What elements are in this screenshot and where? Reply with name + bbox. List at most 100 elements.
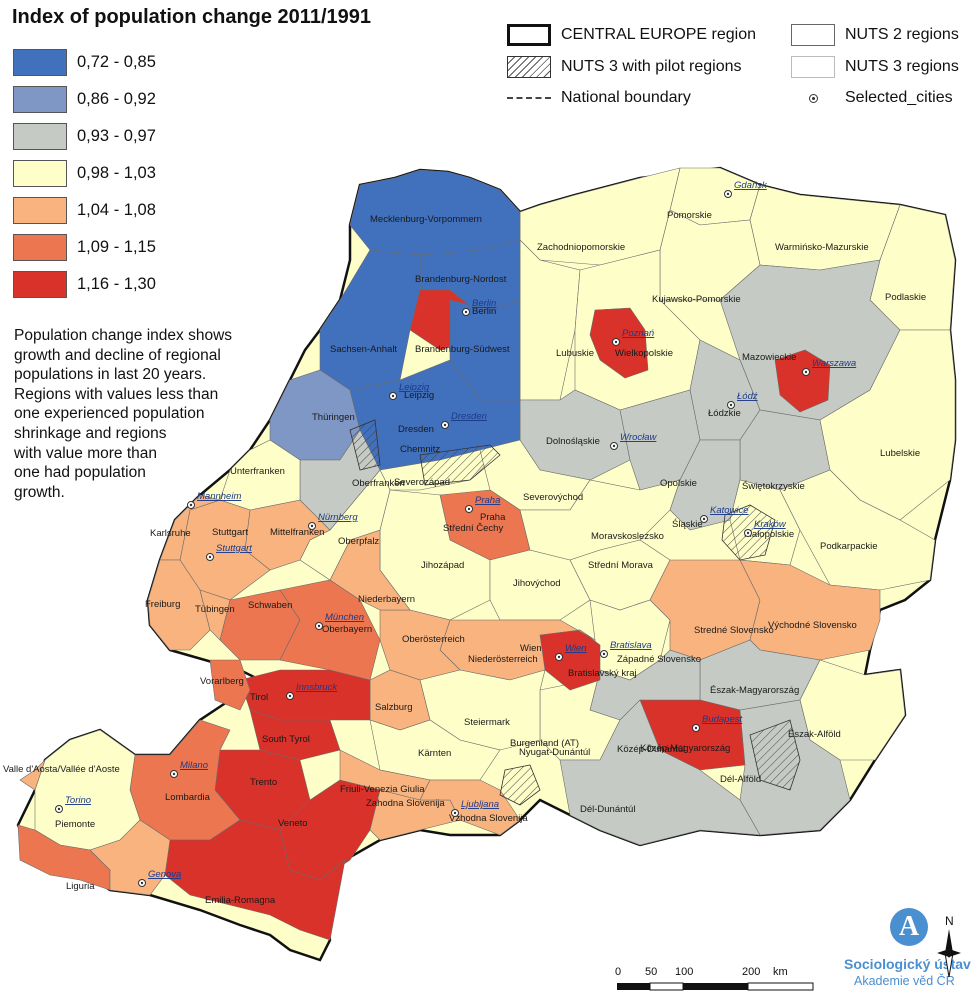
city-marker: Łódź <box>727 391 758 409</box>
region-it-liguria <box>89 819 171 896</box>
city-marker: Warszawa <box>802 358 856 376</box>
region-label: Trento <box>250 777 277 788</box>
city-label: Torino <box>65 795 91 806</box>
city-marker: Torino <box>55 795 91 813</box>
nuts3-label: NUTS 3 regions <box>845 58 959 75</box>
city-label: Wien <box>565 643 587 654</box>
scale-tick-200: 200 <box>742 966 760 978</box>
region-label: Veneto <box>278 818 308 829</box>
pilot-oberfranken <box>349 419 381 471</box>
description-line: growth and decline of regional <box>14 346 221 364</box>
legend-class-item: 1,09 - 1,15 <box>13 229 156 266</box>
region-label: Berlin <box>472 306 496 317</box>
region-label: Pomorskie <box>667 210 712 221</box>
region-pl-warszawa-red <box>774 349 831 413</box>
region-label: Mazowieckie <box>742 352 796 363</box>
region-label: Śląskie <box>672 518 703 530</box>
pilot-region-hatching <box>349 419 801 806</box>
region-label: Chemnitz <box>400 444 440 455</box>
institute-logo: A Sociologický ústav Akademie věd ČR <box>836 908 976 998</box>
region-label: Niederbayern <box>358 594 415 605</box>
region-polygons <box>16 166 957 962</box>
region-label: Lubuskie <box>556 348 594 359</box>
region-label: Dolnośląskie <box>546 436 600 447</box>
legend-swatch <box>13 86 67 113</box>
legend-national-boundary: National boundary <box>507 85 691 111</box>
city-label: Kraków <box>754 519 787 530</box>
legend-nuts3-pilot: NUTS 3 with pilot regions <box>507 54 742 80</box>
nuts3-pilot-label: NUTS 3 with pilot regions <box>561 58 742 75</box>
city-label: Dresden <box>451 411 487 422</box>
region-label: Kärnten <box>418 748 451 759</box>
region-label: Schwaben <box>248 600 292 611</box>
region-label: Leipzig <box>404 390 434 401</box>
region-label: Zahodna Slovenija <box>366 798 445 809</box>
region-label: Valle d'Aosta/Vallée d'Aoste <box>3 764 120 775</box>
legend-swatch <box>13 197 67 224</box>
region-label: Oberösterreich <box>402 634 465 645</box>
city-marker: Praha <box>465 495 500 513</box>
city-marker: Nürnberg <box>308 512 358 530</box>
legend-class-item: 0,93 - 0,97 <box>13 118 156 155</box>
nuts2-label: NUTS 2 regions <box>845 26 959 43</box>
region-label: Praha <box>480 512 506 523</box>
legend-class-label: 1,04 - 1,08 <box>77 201 156 219</box>
region-label: Thüringen <box>312 412 355 423</box>
legend-class-label: 0,93 - 0,97 <box>77 127 156 145</box>
city-label: Praha <box>475 495 500 506</box>
national-boundary-swatch <box>507 97 551 99</box>
legend-selected-cities: Selected_cities <box>791 85 953 111</box>
city-marker: München <box>315 612 364 630</box>
city-marker: Stuttgart <box>206 543 252 561</box>
selected-cities-label: Selected_cities <box>845 89 953 106</box>
map-title: Index of population change 2011/1991 <box>12 6 371 28</box>
region-label: South Tyrol <box>262 734 310 745</box>
region-at-vorarlberg <box>209 659 251 711</box>
city-marker: Innsbruck <box>286 682 338 700</box>
city-label: Genova <box>148 869 181 880</box>
city-markers: Gdańsk Berlin Poznań Warszawa Łódź Leipzig Dre… <box>55 180 856 887</box>
north-label: N <box>945 914 954 928</box>
logo-name: Sociologický ústav <box>844 956 971 972</box>
region-label: Salzburg <box>375 702 413 713</box>
region-label: Mecklenburg-Vorpommern <box>370 214 482 225</box>
city-marker: Gdańsk <box>724 180 768 198</box>
region-label: Oberfranken <box>352 478 405 489</box>
description-line: shrinkage and regions <box>14 424 167 442</box>
region-label: Kujawsko-Pomorskie <box>652 294 741 305</box>
region-label: Dél-Alföld <box>720 774 761 785</box>
legend-swatch <box>13 271 67 298</box>
logo-subname: Akademie věd ČR <box>854 974 955 988</box>
legend-swatch <box>13 160 67 187</box>
region-label: Jihozápad <box>421 560 464 571</box>
region-label: Střední Morava <box>588 560 654 571</box>
region-label: Severozápad <box>394 477 450 488</box>
region-label: Podlaskie <box>885 292 926 303</box>
description-line: one had population <box>14 464 146 482</box>
city-marker: Bratislava <box>600 640 652 658</box>
legend-class-item: 0,86 - 0,92 <box>13 81 156 118</box>
region-label: Közép-Dunántúl <box>617 744 685 755</box>
legend-class-label: 0,86 - 0,92 <box>77 90 156 108</box>
legend-class-label: 1,16 - 1,30 <box>77 275 156 293</box>
central-europe-swatch <box>507 24 551 46</box>
region-it-emilia-red <box>164 819 346 941</box>
description-line: one experienced population <box>14 405 205 423</box>
region-label: Sachsen-Anhalt <box>330 344 397 355</box>
region-label: Mittelfranken <box>270 527 324 538</box>
region-label: Emilia-Romagna <box>205 895 276 906</box>
region-label: Nyugat-Dunántúl <box>519 747 590 758</box>
city-marker: Dresden <box>441 411 487 429</box>
region-label: Warmińsko-Mazurskie <box>775 242 869 253</box>
description-line: with value more than <box>14 444 158 462</box>
region-label: Opolskie <box>660 478 697 489</box>
city-marker: Poznań <box>612 328 654 346</box>
region-label: Vorarlberg <box>200 676 244 687</box>
region-label: Stredné Slovensko <box>694 625 774 636</box>
pilot-slovenija <box>499 764 541 806</box>
region-label: Moravskoslezsko <box>591 531 664 542</box>
region-sk-vychodne <box>739 559 881 661</box>
region-de-sachsen-anhalt <box>319 249 421 391</box>
region-label: Oberbayern <box>322 624 372 635</box>
region-label: Łódzkie <box>708 408 741 419</box>
